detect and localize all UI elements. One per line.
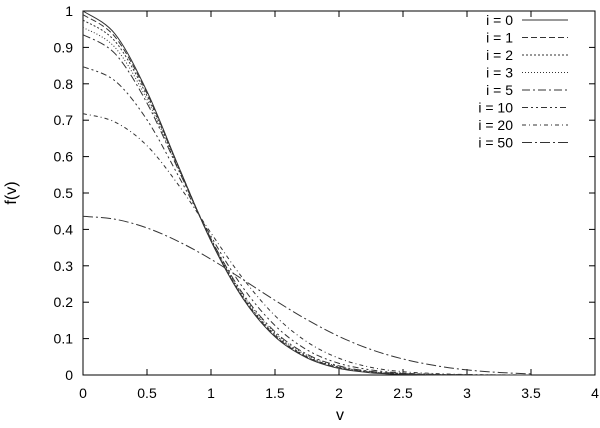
- y-tick-label: 0.8: [54, 76, 74, 92]
- x-tick-label: 2.5: [393, 385, 413, 401]
- legend: i = 0 i = 1i = 2 i = 3i = 5 i = 10i = 20 i =…: [478, 12, 568, 151]
- x-tick-label: 3.5: [521, 385, 541, 401]
- x-tick-label: 1.5: [265, 385, 285, 401]
- series-line-6: [82, 113, 532, 376]
- legend-label: i = 20: [478, 117, 513, 133]
- legend-label: i = 2: [486, 47, 513, 63]
- y-tick-label: 0.2: [54, 294, 74, 310]
- axes: 0 0.5 1 1.5 2 2.5 3 3.5 4 0 0.1 0.2 0.3 0.4 0.5 0.6 0.7 0…: [54, 3, 600, 401]
- y-tick-label: 0.1: [54, 331, 74, 347]
- legend-label: i = 0: [486, 12, 513, 28]
- series-line-1: [82, 14, 532, 376]
- legend-label: i = 10: [478, 100, 513, 116]
- y-axis-label: f(v): [3, 181, 20, 204]
- x-tick-label: 0.5: [137, 385, 157, 401]
- y-tick-label: 0.4: [54, 221, 74, 237]
- plot-frame: [82, 10, 596, 376]
- x-tick-label: 2: [335, 385, 343, 401]
- y-tick-label: 0.9: [54, 39, 74, 55]
- series-lines: [82, 10, 532, 376]
- x-tick-label: 4: [591, 385, 599, 401]
- y-tick-label: 0.3: [54, 258, 74, 274]
- legend-label: i = 50: [478, 135, 513, 151]
- legend-label: i = 5: [486, 82, 513, 98]
- series-line-7: [82, 215, 532, 375]
- y-tick-label: 0: [65, 367, 73, 383]
- y-tick-label: 1: [65, 3, 73, 19]
- y-tick-label: 0.6: [54, 149, 74, 165]
- series-line-4: [82, 34, 532, 376]
- legend-label: i = 1: [486, 30, 513, 46]
- legend-label: i = 3: [486, 65, 513, 81]
- series-line-2: [82, 19, 532, 376]
- series-line-5: [82, 66, 532, 376]
- x-tick-label: 1: [207, 385, 215, 401]
- y-tick-label: 0.7: [54, 112, 74, 128]
- series-line-3: [82, 26, 532, 376]
- x-axis-label: v: [336, 407, 344, 424]
- y-tick-label: 0.5: [54, 185, 74, 201]
- x-tick-label: 0: [79, 385, 87, 401]
- series-line-0: [82, 10, 532, 376]
- x-tick-label: 3: [463, 385, 471, 401]
